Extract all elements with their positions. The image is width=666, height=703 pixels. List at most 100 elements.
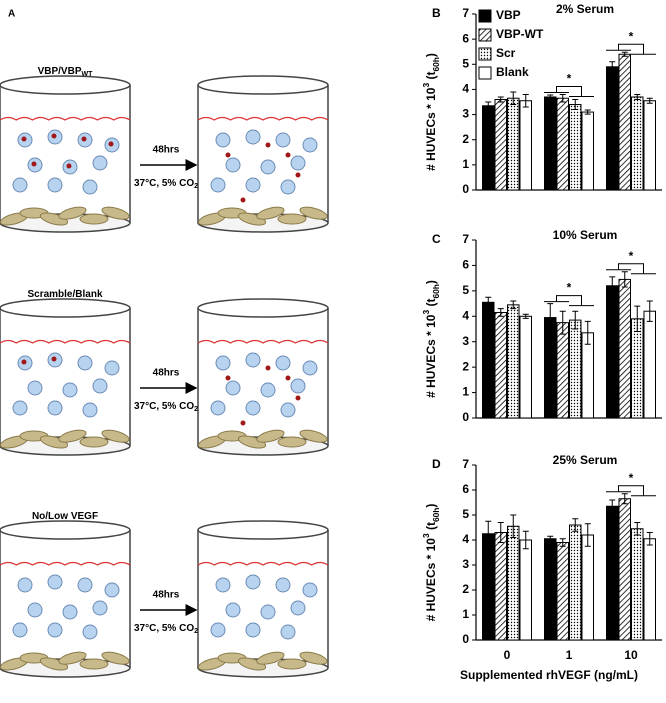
bead xyxy=(12,177,28,193)
y-axis-label: # HUVECs * 103 (t60h) xyxy=(421,53,441,171)
bead xyxy=(82,402,98,418)
y-axis-label-part: # HUVECs * 10 xyxy=(424,87,438,171)
medium-surface xyxy=(0,339,131,344)
row-title: No/Low VEGF xyxy=(32,511,98,522)
error-bar xyxy=(634,305,641,333)
x-tick-label: 0 xyxy=(504,648,511,662)
significance-bracket xyxy=(544,85,594,97)
y-tick-label: 7 xyxy=(462,457,469,471)
bead xyxy=(210,177,226,193)
panel-label: C xyxy=(432,232,441,246)
chart: C 10% Serum# HUVECs * 103 (t60h)01234567*… xyxy=(421,228,662,424)
bar xyxy=(507,525,520,641)
bar xyxy=(618,278,631,419)
bead xyxy=(280,624,296,640)
significance-label: * xyxy=(629,29,634,43)
error-bar xyxy=(522,313,529,319)
cell xyxy=(58,651,87,665)
condition-label-part: 2 xyxy=(194,628,198,635)
bead xyxy=(47,574,63,590)
cell xyxy=(277,658,307,670)
bead xyxy=(260,604,276,620)
bead xyxy=(17,577,33,593)
legend-label: Blank xyxy=(496,65,529,79)
medium-surface xyxy=(0,561,131,566)
bead xyxy=(245,129,261,145)
bead xyxy=(92,600,108,616)
bead xyxy=(245,574,261,590)
bead xyxy=(104,360,120,376)
beaker xyxy=(197,308,329,446)
y-axis-label-part: (t xyxy=(424,72,438,83)
bound-vegf xyxy=(51,133,57,139)
bead xyxy=(245,622,261,638)
bead xyxy=(275,132,291,148)
bead xyxy=(47,400,63,416)
bound-vegf xyxy=(21,359,27,365)
y-tick-label: 2 xyxy=(462,359,469,373)
chart-title: 25% Serum xyxy=(553,453,618,467)
chart-title: 10% Serum xyxy=(553,228,618,242)
bar xyxy=(507,97,520,191)
beaker xyxy=(0,85,131,223)
bar xyxy=(556,97,569,191)
bead xyxy=(82,624,98,640)
arrow-label: 48hrs xyxy=(153,590,180,601)
y-tick-label: 4 xyxy=(462,308,469,322)
bar xyxy=(507,304,520,419)
y-tick-label: 0 xyxy=(462,182,469,196)
y-tick-label: 2 xyxy=(462,132,469,146)
y-tick-label: 6 xyxy=(462,482,469,496)
y-axis-label-part: (t xyxy=(424,522,438,533)
y-tick-label: 2 xyxy=(462,582,469,596)
y-tick-label: 6 xyxy=(462,258,469,272)
y-tick-label: 4 xyxy=(462,82,469,96)
bead xyxy=(104,582,120,598)
error-bar xyxy=(572,310,579,330)
bead xyxy=(62,604,78,620)
bar xyxy=(494,311,507,419)
cell xyxy=(277,213,307,225)
condition-label-part: 2 xyxy=(194,406,198,413)
y-axis-label-part: 60h xyxy=(431,508,441,522)
significance-bracket xyxy=(606,263,656,275)
bead xyxy=(280,179,296,195)
chart: D 25% Serum# HUVECs * 103 (t60h)012345670… xyxy=(421,453,662,682)
free-vegf xyxy=(240,420,246,426)
bead xyxy=(62,382,78,398)
bar xyxy=(618,53,631,191)
free-vegf xyxy=(225,375,231,381)
bead xyxy=(92,155,108,171)
bound-vegf xyxy=(81,136,87,142)
beaker-rim xyxy=(0,520,131,540)
bar xyxy=(494,532,507,641)
cell xyxy=(58,206,87,220)
significance-label: * xyxy=(567,281,572,295)
panel-label: A xyxy=(8,9,15,20)
significance-bracket xyxy=(544,295,594,307)
y-axis-label-part: 3 xyxy=(421,310,431,315)
y-tick-label: 4 xyxy=(462,532,469,546)
y-tick-label: 5 xyxy=(462,283,469,297)
y-axis-label-part: ) xyxy=(424,504,438,508)
error-bar xyxy=(621,493,628,505)
bar xyxy=(569,524,582,641)
bead xyxy=(92,378,108,394)
row-title-part: No/Low VEGF xyxy=(32,511,98,522)
bar xyxy=(631,96,644,191)
error-bar xyxy=(572,518,579,532)
cell xyxy=(237,657,267,671)
y-tick-label: 3 xyxy=(462,334,469,348)
cell xyxy=(79,213,109,225)
error-bar xyxy=(634,522,641,536)
bar xyxy=(482,533,495,641)
cell xyxy=(39,212,69,226)
y-tick-label: 0 xyxy=(462,632,469,646)
legend-swatch xyxy=(478,9,492,23)
free-vegf xyxy=(285,375,291,381)
error-bar xyxy=(621,271,628,288)
cell xyxy=(101,206,130,220)
error-bar xyxy=(584,109,591,115)
medium-surface xyxy=(197,339,329,344)
